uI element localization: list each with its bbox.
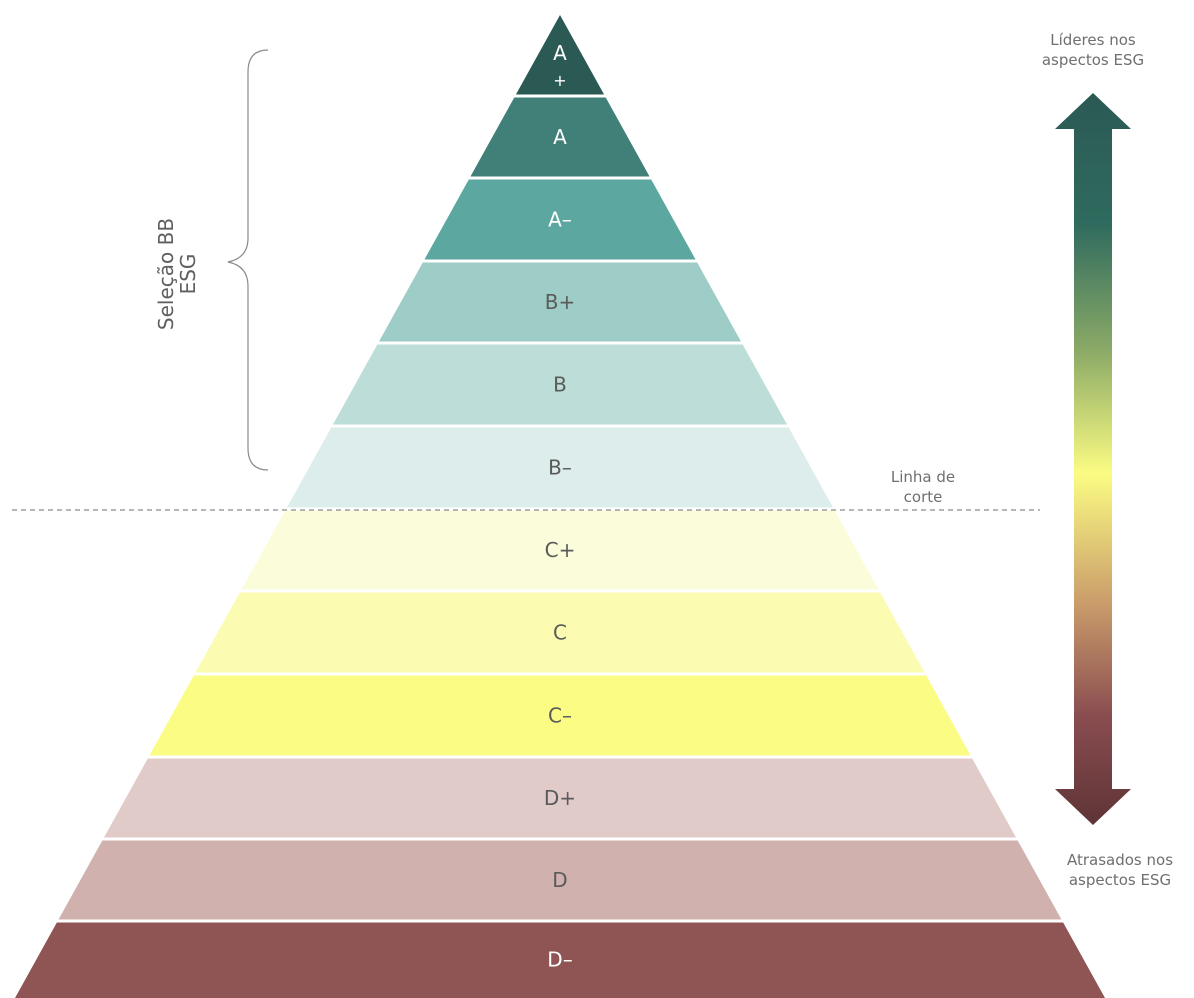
level-band — [470, 97, 650, 177]
level-label: B — [553, 373, 567, 397]
level-label: D– — [547, 948, 572, 972]
laggards-label-line2: aspectos ESG — [1068, 871, 1172, 889]
cut-line-label-line2: corte — [903, 488, 943, 506]
level-band — [15, 922, 1105, 998]
esg-double-arrow — [1055, 93, 1131, 825]
level-band — [378, 262, 742, 342]
selection-bb-esg-label: Seleção BB ESG — [154, 174, 200, 374]
level-band — [103, 758, 1017, 838]
level-label: C — [553, 621, 567, 645]
level-band — [241, 510, 879, 590]
level-label: A — [553, 41, 567, 65]
level-band — [332, 344, 788, 425]
level-label: C+ — [545, 538, 576, 562]
level-label: B– — [548, 456, 572, 480]
level-label: D — [552, 868, 567, 892]
level-label-suffix: + — [553, 71, 566, 90]
laggards-label: Atrasados nos aspectos ESG — [1050, 850, 1190, 890]
level-band — [149, 675, 971, 756]
level-band — [424, 179, 696, 260]
selection-label-line2: ESG — [176, 253, 200, 295]
level-band — [58, 840, 1062, 920]
selection-label-line1: Seleção BB — [154, 217, 178, 331]
level-band — [286, 427, 834, 508]
level-label: C– — [548, 704, 572, 728]
level-label: B+ — [545, 290, 575, 314]
leaders-label: Líderes nos aspectos ESG — [1018, 30, 1168, 70]
leaders-label-line1: Líderes nos — [1050, 31, 1136, 49]
level-label: A — [553, 125, 567, 149]
level-label: A– — [548, 208, 572, 232]
level-band — [195, 592, 925, 673]
laggards-label-line1: Atrasados nos — [1066, 851, 1174, 869]
cut-line-label-line1: Linha de — [890, 468, 956, 486]
selection-bracket — [227, 49, 269, 471]
level-band — [515, 15, 605, 95]
leaders-label-line2: aspectos ESG — [1041, 51, 1145, 69]
level-label: D+ — [544, 786, 576, 810]
cut-line-label: Linha de corte — [868, 467, 978, 507]
